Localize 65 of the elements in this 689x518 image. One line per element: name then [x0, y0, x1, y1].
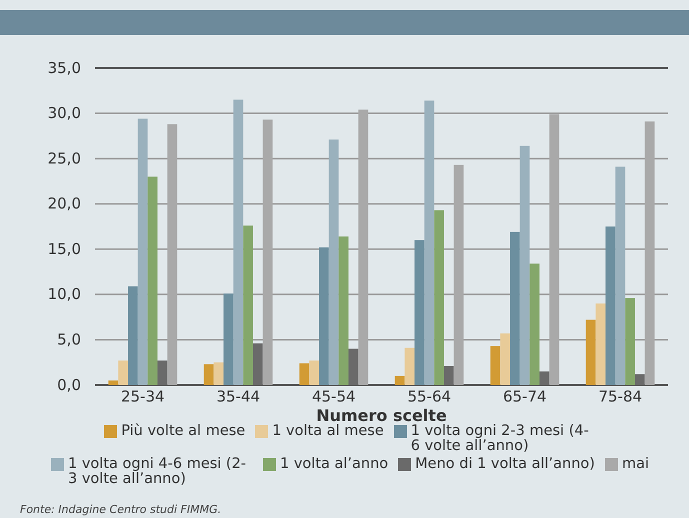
bar	[262, 120, 273, 385]
legend-label: Meno di 1 volta all’anno)	[415, 456, 595, 472]
bar	[243, 226, 253, 385]
legend-label: 1 volta ogni 4-6 mesi (2-3 volte all’anno)	[68, 456, 248, 487]
bar	[157, 360, 168, 385]
x-tick-label: 45-54	[312, 388, 356, 406]
legend-label: 1 volta al mese	[272, 423, 384, 439]
bar	[424, 100, 434, 385]
y-tick-label: 20,0	[48, 194, 81, 213]
bar	[299, 363, 310, 385]
bar	[520, 146, 530, 385]
bar	[338, 236, 348, 385]
bar	[204, 364, 214, 385]
bar	[214, 362, 224, 385]
bar	[586, 320, 596, 385]
bar	[118, 360, 128, 385]
bar	[319, 247, 329, 385]
bar	[233, 100, 244, 385]
bar	[644, 121, 655, 385]
legend-label: Più volte al mese	[121, 423, 246, 439]
y-tick-label: 25,0	[48, 149, 81, 168]
y-tick-label: 15,0	[48, 240, 81, 258]
bar	[394, 376, 405, 385]
y-tick-label: 35,0	[48, 58, 81, 77]
bar	[549, 114, 560, 385]
bar	[625, 298, 635, 385]
bar	[500, 333, 510, 385]
x-tick-label: 35-44	[216, 388, 260, 406]
x-tick-label: 55-64	[407, 388, 452, 406]
bar	[414, 240, 424, 385]
y-tick-label: 5,0	[57, 330, 81, 349]
bar	[224, 294, 234, 385]
bar	[444, 366, 454, 385]
legend-label: 1 volta al’anno	[280, 456, 388, 472]
source-note: Fonte: Indagine Centro studi FIMMG.	[20, 503, 222, 516]
bar	[328, 140, 339, 385]
legend-label: 1 volta ogni 2-3 mesi (4-6 volte all’anno)	[410, 423, 590, 454]
bar	[454, 164, 464, 385]
bar	[634, 374, 645, 385]
bar	[252, 343, 263, 385]
bar	[510, 232, 520, 385]
bar	[434, 210, 444, 385]
bar	[615, 166, 626, 385]
bar	[596, 303, 606, 385]
y-tick-label: 10,0	[48, 285, 81, 304]
bar	[404, 348, 415, 385]
bar	[148, 176, 158, 385]
bar	[128, 286, 138, 385]
x-tick-label: 25-34	[120, 388, 165, 406]
bar	[606, 226, 616, 385]
x-tick-label: 75-84	[598, 388, 642, 406]
x-tick-label: 65-74	[502, 388, 547, 406]
bar	[358, 110, 368, 385]
bar	[167, 124, 178, 385]
x-axis-title: Numero scelte	[316, 406, 447, 425]
bar	[108, 380, 118, 385]
bar	[348, 348, 358, 385]
bar	[309, 360, 320, 385]
bar	[539, 371, 550, 385]
y-tick-label: 0,0	[57, 376, 81, 394]
legend-label: mai	[622, 456, 649, 472]
y-tick-label: 30,0	[48, 104, 81, 122]
bar	[138, 118, 148, 385]
bar	[530, 264, 540, 385]
bar	[490, 346, 500, 385]
